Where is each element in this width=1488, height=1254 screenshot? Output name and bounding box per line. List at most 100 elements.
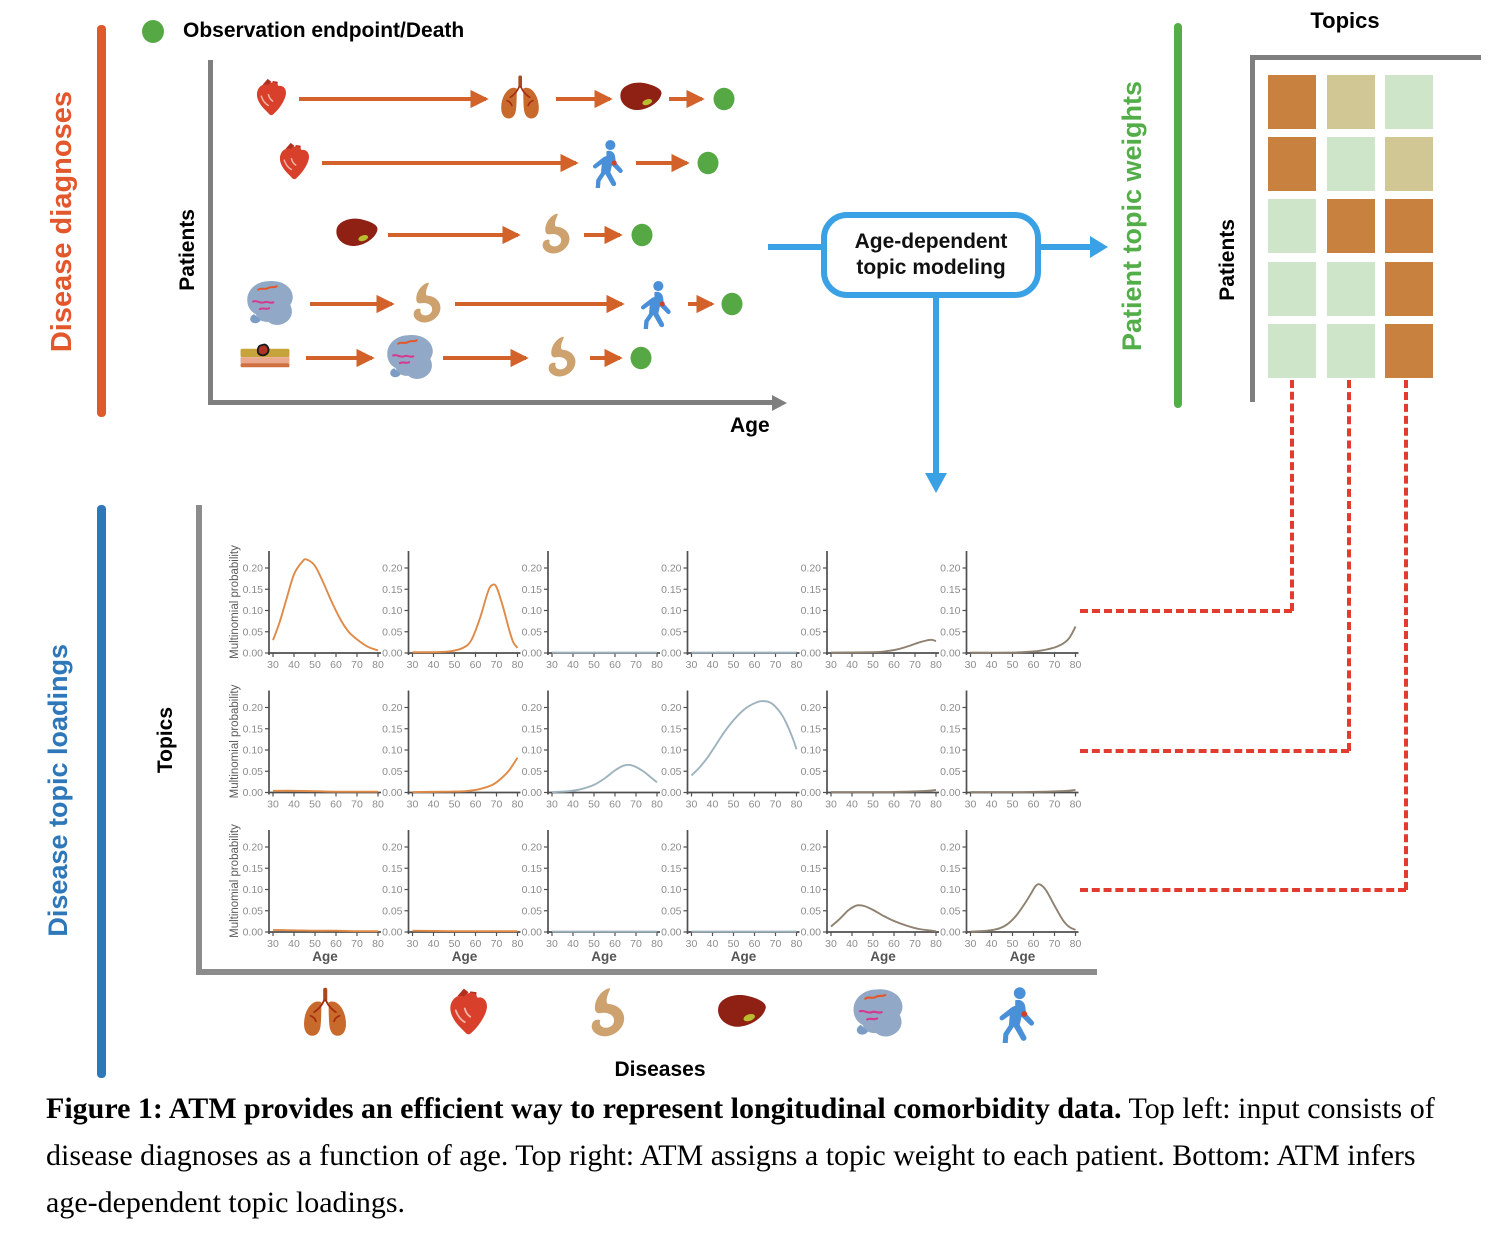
chart-x-tick-label: 60 (1028, 938, 1040, 950)
chart-y-tick-label: 0.10 (801, 884, 822, 896)
connector-topic1-horizontal (1080, 609, 1292, 613)
heatmap-cell-r2c3 (1385, 137, 1433, 191)
heatmap-y-label: Patients (1216, 219, 1239, 301)
chart-y-tick-label: 0.05 (382, 905, 403, 917)
chart-y-tick-label: 0.00 (522, 927, 543, 939)
heatmap-cell-r2c2 (1327, 137, 1375, 191)
chart-y-tick-label: 0.10 (801, 745, 822, 757)
disease-topic-loadings-label: Disease topic loadings (42, 643, 73, 937)
chart-x-tick-label: 80 (512, 659, 524, 671)
chart-x-tick-label: 70 (770, 938, 782, 950)
chart-x-tick-label: 40 (846, 938, 858, 950)
chart-x-tick-label: 80 (1070, 659, 1082, 671)
heart-icon (279, 142, 310, 180)
chart-x-tick-label: 30 (686, 799, 698, 811)
chart-x-tick-label: 80 (372, 659, 384, 671)
chart-y-tick-label: 0.10 (243, 884, 264, 896)
chart-curve (412, 757, 519, 794)
chart-y-tick-label: 0.15 (661, 723, 682, 735)
chart-y-tick-label: 0.05 (243, 626, 264, 638)
chart-x-axis-title: Age (312, 949, 338, 964)
chart-x-tick-label: 80 (1070, 799, 1082, 811)
chart-y-tick-label: 0.15 (243, 723, 264, 735)
chart-topic3-person: 0.00 0.05 0.10 0.15 0.20 30 40 50 60 70 80 Age (940, 830, 1081, 964)
chart-x-tick-label: 40 (986, 938, 998, 950)
lungs-icon (303, 986, 347, 1037)
liver-icon (620, 82, 662, 110)
chart-y-tick-label: 0.20 (382, 563, 403, 575)
chart-x-tick-label: 40 (428, 659, 440, 671)
dot-icon (630, 346, 652, 370)
chart-y-tick-label: 0.05 (522, 905, 543, 917)
chart-x-tick-label: 40 (707, 659, 719, 671)
chart-y-tick-label: 0.05 (522, 626, 543, 638)
chart-x-tick-label: 70 (630, 938, 642, 950)
chart-y-axis-title: Multinomial probability (229, 545, 241, 659)
person-icon (999, 987, 1035, 1043)
chart-topic3-heart: 0.00 0.05 0.10 0.15 0.20 30 40 50 60 70 80 Age (382, 830, 523, 964)
disease-icon-strip (303, 986, 1035, 1043)
chart-y-tick-label: 0.00 (661, 787, 682, 799)
chart-y-tick-label: 0.10 (243, 745, 264, 757)
heatmap-cell-r5c3 (1385, 324, 1433, 378)
chart-y-tick-label: 0.10 (382, 605, 403, 617)
chart-topic3-liver: 0.00 0.05 0.10 0.15 0.20 30 40 50 60 70 80 Age (661, 830, 802, 964)
heatmap-top-frame (1250, 55, 1481, 60)
brain-icon (246, 279, 294, 326)
heatmap-cell-r3c2 (1327, 199, 1375, 253)
dot-icon (721, 292, 743, 316)
chart-x-tick-label: 70 (351, 938, 363, 950)
chart-x-tick-label: 80 (791, 659, 803, 671)
chart-x-tick-label: 60 (609, 659, 621, 671)
chart-x-tick-label: 60 (330, 938, 342, 950)
chart-y-tick-label: 0.05 (801, 626, 822, 638)
chart-y-tick-label: 0.05 (801, 766, 822, 778)
person-icon (640, 280, 671, 329)
dot-icon (631, 223, 653, 247)
chart-x-tick-label: 70 (1049, 659, 1061, 671)
chart-x-tick-label: 30 (546, 938, 558, 950)
chart-x-tick-label: 30 (546, 659, 558, 671)
person-icon (592, 139, 623, 188)
chart-x-tick-label: 40 (986, 659, 998, 671)
chart-y-tick-label: 0.15 (382, 863, 403, 875)
timeline-row (239, 333, 652, 380)
chart-topic2-stomach: 0.00 0.05 0.10 0.15 0.20 30 40 50 60 70 80 (522, 690, 663, 811)
chart-y-tick-label: 0.20 (522, 842, 543, 854)
topic-loading-grid: 0.00 0.05 0.10 0.15 0.20 30 40 50 60 70 80 Multinom… (229, 545, 1082, 964)
heatmap-cell-r4c3 (1385, 262, 1433, 316)
chart-x-tick-label: 40 (846, 659, 858, 671)
chart-y-tick-label: 0.15 (382, 584, 403, 596)
chart-y-tick-label: 0.15 (661, 584, 682, 596)
chart-x-tick-label: 80 (791, 799, 803, 811)
connector-topic2-vertical (1347, 380, 1351, 751)
chart-x-tick-label: 40 (986, 799, 998, 811)
chart-y-tick-label: 0.10 (661, 745, 682, 757)
chart-x-tick-label: 30 (686, 938, 698, 950)
chart-x-tick-label: 50 (309, 938, 321, 950)
chart-x-tick-label: 30 (267, 799, 279, 811)
chart-x-tick-label: 40 (846, 799, 858, 811)
chart-curve (412, 583, 519, 654)
chart-y-tick-label: 0.20 (243, 563, 264, 575)
chart-x-tick-label: 30 (407, 659, 419, 671)
skin-icon (239, 343, 291, 369)
figure-caption: Figure 1: ATM provides an efficient way … (46, 1086, 1450, 1226)
chart-y-tick-label: 0.15 (940, 863, 961, 875)
chart-x-tick-label: 80 (930, 799, 942, 811)
flow-line-out (1041, 244, 1091, 250)
chart-x-tick-label: 50 (1007, 799, 1019, 811)
chart-y-tick-label: 0.00 (940, 648, 961, 660)
chart-x-axis-title: Age (1010, 949, 1036, 964)
lungs-icon (500, 74, 540, 120)
timeline-row (279, 139, 719, 188)
chart-y-tick-label: 0.10 (522, 745, 543, 757)
flow-arrow-right (1090, 236, 1108, 258)
chart-y-tick-label: 0.20 (801, 842, 822, 854)
heatmap-cell-r1c1 (1268, 75, 1316, 129)
chart-x-tick-label: 60 (609, 799, 621, 811)
chart-topic2-liver: 0.00 0.05 0.10 0.15 0.20 30 40 50 60 70 80 (661, 690, 803, 811)
chart-x-tick-label: 60 (749, 799, 761, 811)
patient-topic-weights-bar (1174, 23, 1182, 408)
chart-x-tick-label: 50 (309, 659, 321, 671)
